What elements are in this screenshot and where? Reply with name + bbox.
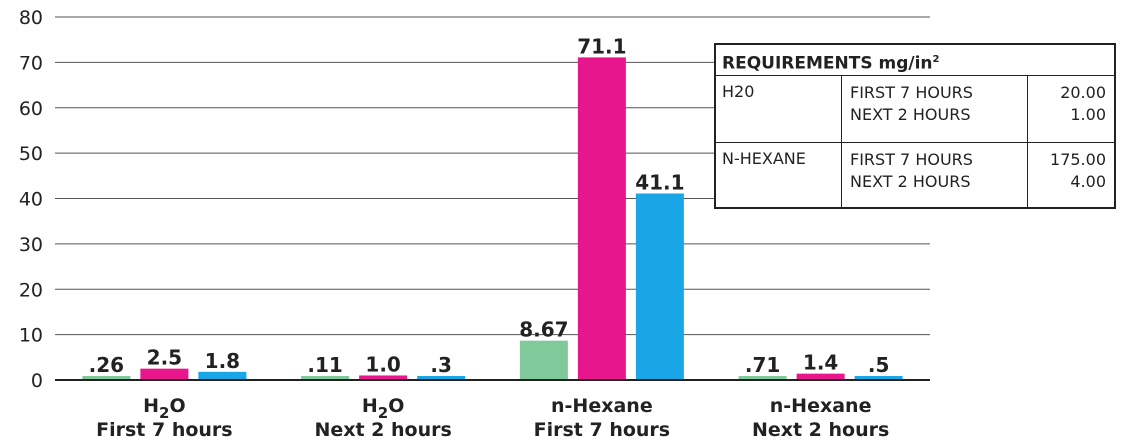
bar [82,376,131,380]
category-label-main: H [362,395,378,417]
data-label: 1.0 [365,352,400,376]
requirements-period: FIRST 7 HOURS [850,150,973,169]
y-axis-ticks: 0 10 20 30 40 50 60 70 80 [19,7,43,392]
category-label-line2: First 7 hours [534,419,671,440]
gridlines [55,16,930,336]
requirements-values: 20.00 1.00 [1028,76,1114,142]
bar [738,376,787,380]
category-label-line2: Next 2 hours [752,419,889,440]
y-tick-label: 80 [19,7,43,29]
bar [635,193,684,380]
requirements-periods: FIRST 7 HOURS NEXT 2 HOURS [842,143,1028,209]
requirements-title-superscript: 2 [932,54,940,65]
category-label-subscript: 2 [378,404,388,422]
y-tick-label: 0 [31,370,43,392]
requirements-substance: N-HEXANE [716,143,842,209]
data-label: 71.1 [577,34,626,58]
data-labels: .26 2.5 1.8 .11 1.0 .3 8.67 71.1 41.1 .71 1.4 .5 [89,34,890,377]
category-label-main: n-Hexane [551,395,653,417]
requirements-period: NEXT 2 HOURS [850,105,971,124]
requirements-substance: H20 [716,76,842,142]
y-tick-label: 70 [19,52,43,74]
bar [301,376,350,380]
y-tick-label: 50 [19,143,43,165]
category-label-main: n-Hexane [770,395,872,417]
requirements-period: NEXT 2 HOURS [850,172,971,191]
y-tick-label: 20 [19,279,43,301]
requirements-title-text: REQUIREMENTS mg/in [722,53,933,74]
requirements-title: REQUIREMENTS mg/in2 [716,45,1114,76]
bar [417,376,466,380]
requirements-value: 175.00 [1050,150,1106,169]
requirements-value: 1.00 [1070,105,1106,124]
category-label-rest: O [169,395,185,417]
requirements-period: FIRST 7 HOURS [850,83,973,102]
requirements-table: REQUIREMENTS mg/in2 H20 FIRST 7 HOURS NE… [714,43,1116,209]
data-label: 2.5 [147,346,182,370]
data-label: 8.67 [519,318,568,342]
data-label: 1.8 [205,349,240,373]
data-label: .26 [89,353,124,377]
y-tick-label: 40 [19,189,43,211]
data-label: 41.1 [635,171,684,195]
category-label-main: H [143,395,159,417]
category-label-line1: H2O [362,395,405,422]
requirements-row-n-hexane: N-HEXANE FIRST 7 HOURS NEXT 2 HOURS 175.… [716,142,1114,209]
data-label: .3 [430,353,452,377]
bar [359,375,408,380]
data-label: .5 [868,353,890,377]
category-label-line1: n-Hexane [551,395,653,417]
bar [519,340,568,380]
bar [854,376,903,380]
requirements-values: 175.00 4.00 [1028,143,1114,209]
requirements-value: 4.00 [1070,172,1106,191]
y-tick-label: 30 [19,234,43,256]
bar [140,368,189,380]
category-label-subscript: 2 [159,404,169,422]
category-label-line1: H2O [143,395,186,422]
category-label-line2: First 7 hours [96,419,233,440]
y-tick-label: 60 [19,98,43,120]
data-label: 1.4 [803,351,838,375]
category-label-line1: n-Hexane [770,395,872,417]
bars [82,57,903,380]
bar [796,373,845,380]
requirements-value: 20.00 [1060,83,1106,102]
data-label: .71 [745,353,780,377]
bar [198,371,247,380]
data-label: .11 [307,353,342,377]
requirements-periods: FIRST 7 HOURS NEXT 2 HOURS [842,76,1028,142]
category-label-line2: Next 2 hours [314,419,451,440]
category-label-rest: O [388,395,404,417]
requirements-row-h2o: H20 FIRST 7 HOURS NEXT 2 HOURS 20.00 1.0… [716,76,1114,142]
bar [577,57,626,380]
y-tick-label: 10 [19,325,43,347]
